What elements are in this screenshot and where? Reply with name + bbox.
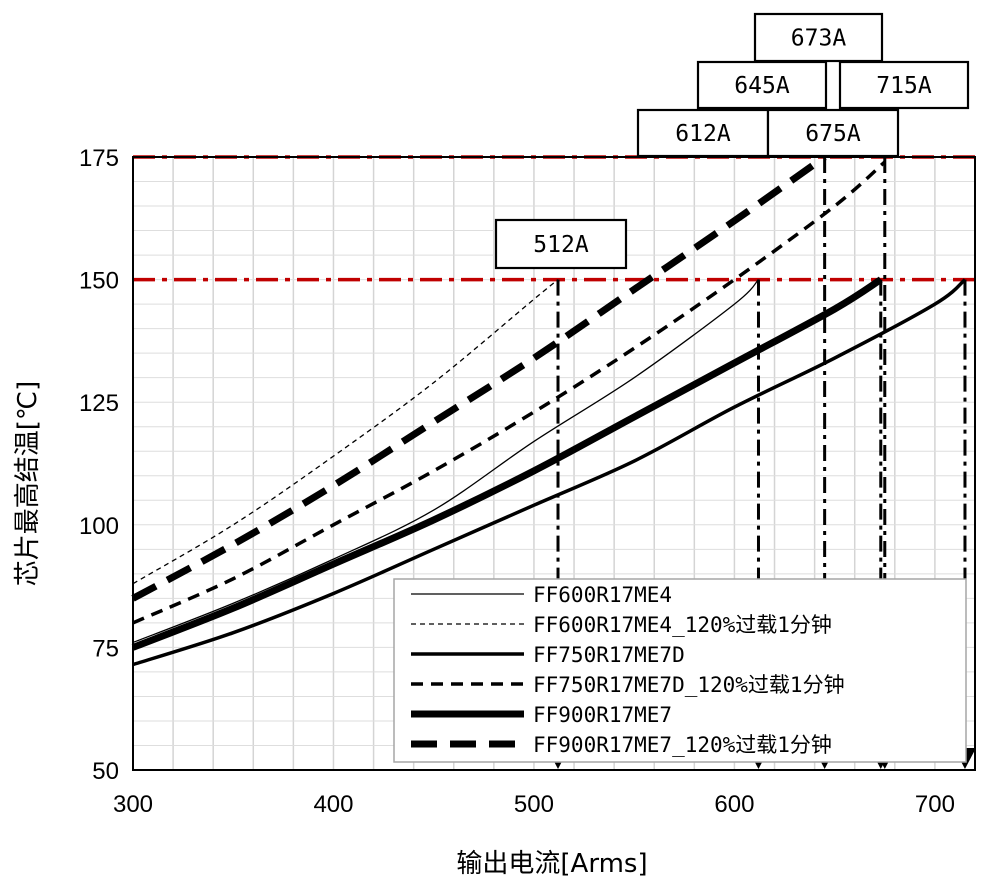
- legend-label: FF750R17ME7D_120%过载1分钟: [533, 673, 845, 697]
- legend-label: FF600R17ME4_120%过载1分钟: [533, 613, 832, 637]
- callout-label: 675A: [805, 121, 861, 147]
- x-tick-labels: 300 400 500 600 700: [113, 791, 955, 818]
- callout-label: 512A: [533, 232, 589, 258]
- x-axis-title: 输出电流[Arms]: [456, 849, 647, 879]
- callout-box: [838, 60, 970, 110]
- x-tick-label: 600: [714, 791, 754, 818]
- plot-area-frame: [132, 156, 976, 771]
- series-line-1: [132, 279, 759, 644]
- x-tick-label: 700: [915, 791, 955, 818]
- legend-label: FF900R17ME7_120%过载1分钟: [533, 733, 832, 757]
- x-tick-label: 400: [313, 791, 353, 818]
- legend-label: FF750R17ME7D: [533, 643, 685, 667]
- x-tick-label: 300: [113, 791, 153, 818]
- callout-label: 715A: [876, 73, 932, 99]
- legend: FF600R17ME4 FF600R17ME4_120%过载1分钟 FF750R17…: [393, 578, 967, 763]
- callout-label: 673A: [791, 26, 847, 52]
- y-tick-label: 125: [79, 390, 119, 417]
- series-lines: [131, 154, 967, 667]
- series-line-2: [132, 279, 559, 585]
- callout-label: 612A: [675, 121, 731, 147]
- legend-box: [393, 578, 967, 763]
- legend-label: FF900R17ME7: [533, 703, 672, 727]
- y-tick-label: 50: [92, 758, 119, 785]
- series-line-6: [131, 154, 827, 602]
- y-tick-label: 150: [79, 268, 119, 295]
- series-line-4: [132, 160, 886, 625]
- series-line-5: [131, 276, 883, 651]
- x-tick-label: 500: [514, 791, 554, 818]
- legend-label: FF600R17ME4: [533, 583, 672, 607]
- callout-box: [494, 218, 628, 270]
- callout-box: [696, 60, 828, 110]
- y-axis-title: 芯片最高结温[℃]: [13, 381, 43, 587]
- callout-box: [766, 108, 900, 158]
- series-line-3: [132, 278, 967, 667]
- y-tick-labels: 50 75 100 125 150 175: [79, 145, 119, 785]
- y-tick-label: 75: [92, 635, 119, 662]
- callout-label: 645A: [734, 73, 790, 99]
- y-tick-label: 100: [79, 513, 119, 540]
- y-tick-label: 175: [79, 145, 119, 172]
- callout-box: [753, 12, 884, 63]
